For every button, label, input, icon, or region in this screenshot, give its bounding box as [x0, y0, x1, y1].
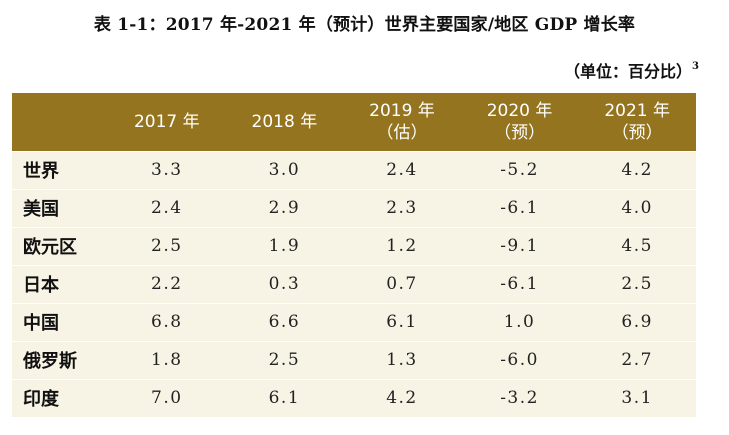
table-cell: 3.0: [268, 160, 301, 180]
table-body: 世界 3.3 3.0 2.4 -5.2 4.2 美国 2.4 2.9 2.3 -…: [12, 151, 696, 417]
gdp-growth-table: 2017 年 2018 年 2019 年（估） 2020 年（预） 2021 年…: [12, 93, 696, 417]
table-cell: 2.4: [386, 160, 418, 180]
table-cell: -9.1: [500, 236, 539, 256]
table-cell: 6.1: [268, 388, 301, 409]
unit-note: （单位：百分比）3: [564, 58, 699, 82]
table-cell: 1.0: [503, 312, 536, 332]
header-cell-2019: 2019 年（估）: [343, 93, 461, 151]
header-cell-2020: 2020 年（预）: [461, 93, 579, 151]
table-cell: -3.2: [500, 388, 539, 409]
row-label: 印度: [23, 389, 59, 411]
table-cell: 1.2: [386, 236, 418, 256]
table-cell: 6.1: [386, 312, 418, 332]
table-cell: -5.2: [500, 160, 539, 180]
table-cell: 1.9: [268, 236, 301, 256]
row-label: 俄罗斯: [23, 351, 77, 372]
table-cell: 4.0: [621, 198, 653, 218]
table-cell: 7.0: [151, 388, 183, 409]
table-cell: 2.5: [151, 236, 183, 256]
table-cell: 2.7: [621, 350, 653, 370]
table-cell: 2.9: [268, 198, 301, 218]
header-year: 2020 年: [486, 100, 553, 121]
table-cell: 0.3: [268, 274, 301, 294]
table-cell: 4.2: [621, 160, 653, 180]
header-year: 2021 年: [604, 100, 671, 121]
footnote-marker: 3: [692, 60, 699, 72]
header-cell-corner: [12, 93, 108, 151]
table-cell: 4.2: [386, 388, 418, 409]
table-cell: 2.5: [268, 350, 301, 370]
header-year: 2019 年: [369, 100, 435, 121]
table-cell: 2.3: [386, 198, 418, 218]
header-year: 2017 年: [133, 111, 200, 132]
table-cell: 6.8: [151, 312, 183, 332]
header-qualifier: （预）: [611, 122, 663, 143]
table-row: 印度 7.0 6.1 4.2 -3.2 3.1: [12, 379, 696, 417]
row-label: 美国: [23, 199, 59, 220]
table-cell: 2.2: [151, 274, 183, 294]
table-cell: 2.5: [621, 274, 653, 294]
header-cell-2017: 2017 年: [108, 93, 226, 151]
table-row: 中国 6.8 6.6 6.1 1.0 6.9: [12, 303, 696, 341]
table-cell: 0.7: [386, 274, 418, 294]
table-header: 2017 年 2018 年 2019 年（估） 2020 年（预） 2021 年…: [12, 93, 696, 151]
row-label: 世界: [23, 161, 59, 182]
table-row: 俄罗斯 1.8 2.5 1.3 -6.0 2.7: [12, 341, 696, 379]
unit-label: （单位：百分比）: [564, 62, 693, 81]
header-qualifier: （预）: [494, 122, 546, 143]
row-label: 欧元区: [23, 237, 77, 258]
table-cell: -6.1: [500, 198, 539, 218]
header-year: 2018 年: [251, 111, 318, 132]
table-cell: -6.1: [500, 274, 539, 294]
table-cell: 6.9: [621, 312, 653, 332]
header-cell-2021: 2021 年（预）: [578, 93, 696, 151]
table-row: 世界 3.3 3.0 2.4 -5.2 4.2: [12, 151, 696, 189]
table-cell: 4.5: [621, 236, 653, 256]
table-cell: 1.3: [386, 350, 418, 370]
table-cell: -6.0: [500, 350, 539, 370]
table-row: 美国 2.4 2.9 2.3 -6.1 4.0: [12, 189, 696, 227]
header-row: 2017 年 2018 年 2019 年（估） 2020 年（预） 2021 年…: [12, 93, 696, 151]
table-cell: 3.3: [151, 160, 183, 180]
table-cell: 2.4: [151, 198, 183, 218]
header-qualifier: （估）: [376, 122, 428, 143]
row-label: 日本: [23, 275, 59, 296]
table-cell: 1.8: [151, 350, 183, 370]
row-label: 中国: [23, 313, 59, 334]
header-cell-2018: 2018 年: [226, 93, 344, 151]
table-title: 表 1-1：2017 年-2021 年（预计）世界主要国家/地区 GDP 增长率: [93, 15, 636, 35]
table-row: 日本 2.2 0.3 0.7 -6.1 2.5: [12, 265, 696, 303]
table-cell: 6.6: [268, 312, 301, 332]
table-cell: 3.1: [621, 388, 653, 409]
table-row: 欧元区 2.5 1.9 1.2 -9.1 4.5: [12, 227, 696, 265]
